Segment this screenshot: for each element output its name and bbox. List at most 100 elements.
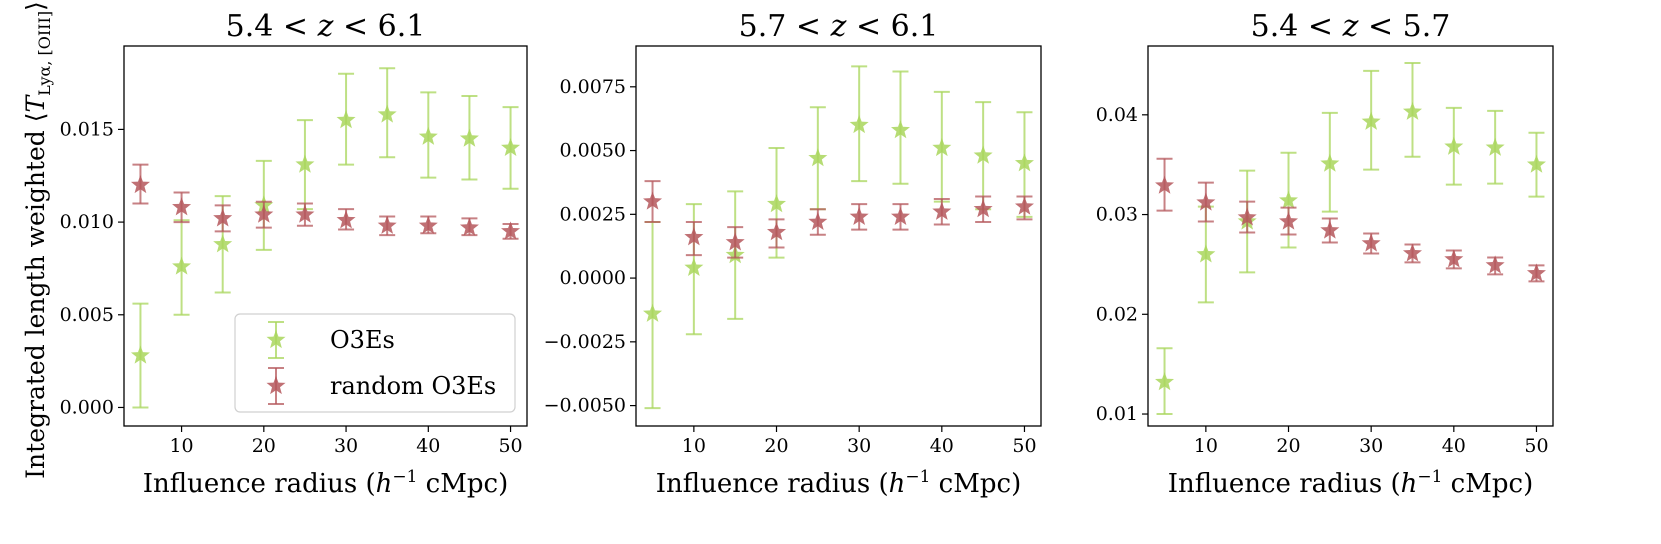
y-tick-label: 0.000 <box>60 396 114 418</box>
data-point-star <box>890 120 910 139</box>
series-o3es <box>1155 61 1546 416</box>
x-tick-label: 10 <box>169 435 193 457</box>
data-point-star <box>973 145 993 164</box>
legend-box <box>234 313 516 413</box>
plot-frame <box>123 45 528 427</box>
x-tick-label: 40 <box>930 435 954 457</box>
data-point-star <box>684 227 704 246</box>
data-point-star <box>1444 249 1464 268</box>
data-point-star <box>295 154 315 173</box>
x-tick-label: 30 <box>847 435 871 457</box>
data-point-star <box>336 210 356 229</box>
data-point-star <box>1485 137 1505 156</box>
data-point-star <box>1526 263 1546 282</box>
data-point-star <box>130 345 150 364</box>
data-point-star <box>1196 192 1216 211</box>
x-tick-label: 10 <box>682 435 706 457</box>
data-point-star <box>295 204 315 223</box>
data-point-star <box>254 204 274 223</box>
data-point-star <box>1526 154 1546 173</box>
data-point-star <box>336 110 356 129</box>
panel-3: 5.4 < z < 5.7 10 20 30 40 50 0.01 0.02 0.03 0.04 I… <box>1096 9 1554 499</box>
data-point-star <box>973 199 993 218</box>
data-point-star <box>1320 153 1340 172</box>
data-point-star <box>1014 153 1034 172</box>
data-point-star <box>1014 196 1034 215</box>
panel-1: 5.4 < z < 6.1 10 20 30 40 50 0.000 0.005 0.010 0.… <box>60 9 528 499</box>
data-point-star <box>1320 220 1340 239</box>
legend-marker <box>266 376 286 395</box>
data-point-star <box>767 222 787 241</box>
data-point-star <box>130 175 150 194</box>
y-tick-label: 0.04 <box>1096 104 1138 126</box>
data-point-star <box>1237 207 1257 226</box>
data-point-star <box>849 206 869 225</box>
data-point-star <box>1485 255 1505 274</box>
data-point-star <box>1279 190 1299 209</box>
y-tick-label: 0.02 <box>1096 303 1138 325</box>
x-tick-label: 40 <box>416 435 440 457</box>
y-axis-label: Integrated length weighted ⟨TLyα, [OIII]… <box>21 1 54 479</box>
data-point-star <box>1361 233 1381 252</box>
series-o3es <box>130 67 521 409</box>
panels: 5.4 < z < 6.1 10 20 30 40 50 0.000 0.005 0.010 0.… <box>60 9 1554 499</box>
data-point-star <box>808 148 828 167</box>
x-axis-label: Influence radius (h−1 cMpc) <box>1168 467 1533 499</box>
series-o3es <box>643 65 1034 410</box>
plot-frame <box>1147 45 1554 427</box>
data-point-star <box>459 128 479 147</box>
panel-title: 5.7 < z < 6.1 <box>739 9 939 44</box>
x-tick-label: 20 <box>252 435 276 457</box>
y-tick-label: −0.0025 <box>544 331 626 353</box>
x-tick-label: 30 <box>334 435 358 457</box>
data-point-star <box>172 197 192 216</box>
data-point-star <box>172 256 192 275</box>
y-tick-label: 0.03 <box>1096 204 1138 226</box>
x-axis-label: Influence radius (h−1 cMpc) <box>656 467 1021 499</box>
x-tick-label: 50 <box>1012 435 1036 457</box>
data-point-star <box>418 215 438 234</box>
legend-label: O3Es <box>330 326 395 354</box>
data-point-star <box>459 217 479 236</box>
y-tick-label: 0.01 <box>1096 403 1138 425</box>
series-random-o3es <box>1155 157 1546 283</box>
y-tick-label: 0.010 <box>60 211 114 233</box>
x-tick-label: 50 <box>1524 435 1548 457</box>
data-point-star <box>684 257 704 276</box>
x-tick-label: 20 <box>1276 435 1300 457</box>
series-random-o3es <box>130 163 521 240</box>
x-tick-label: 30 <box>1359 435 1383 457</box>
data-point-star <box>377 215 397 234</box>
panel-title: 5.4 < z < 5.7 <box>1251 9 1451 44</box>
legend: O3Es random O3Es <box>234 313 516 413</box>
data-point-star <box>1196 244 1216 263</box>
x-tick-label: 20 <box>764 435 788 457</box>
data-point-star <box>1155 175 1175 194</box>
data-point-star <box>213 208 233 227</box>
data-point-star <box>643 191 663 210</box>
y-tick-label: 0.0000 <box>560 267 626 289</box>
data-point-star <box>213 234 233 253</box>
data-point-star <box>808 211 828 231</box>
data-point-star <box>932 201 952 220</box>
plot-frame <box>635 45 1042 427</box>
data-point-star <box>418 126 438 145</box>
x-tick-label: 10 <box>1194 435 1218 457</box>
data-point-star <box>501 137 521 157</box>
data-point-star <box>849 115 869 134</box>
data-point-star <box>377 104 397 123</box>
data-point-star <box>1361 111 1381 130</box>
data-point-star <box>643 303 663 322</box>
y-tick-label: 0.0050 <box>560 140 626 162</box>
x-axis-label: Influence radius (h−1 cMpc) <box>143 467 508 499</box>
series-random-o3es <box>643 180 1034 259</box>
x-tick-label: 50 <box>498 435 522 457</box>
y-tick-label: 0.015 <box>60 118 114 140</box>
data-point-star <box>1402 243 1422 262</box>
y-tick-label: 0.0025 <box>560 203 626 225</box>
data-point-star <box>1402 101 1422 120</box>
legend-marker <box>266 330 286 349</box>
data-point-star <box>1155 372 1175 391</box>
data-point-star <box>890 206 910 225</box>
